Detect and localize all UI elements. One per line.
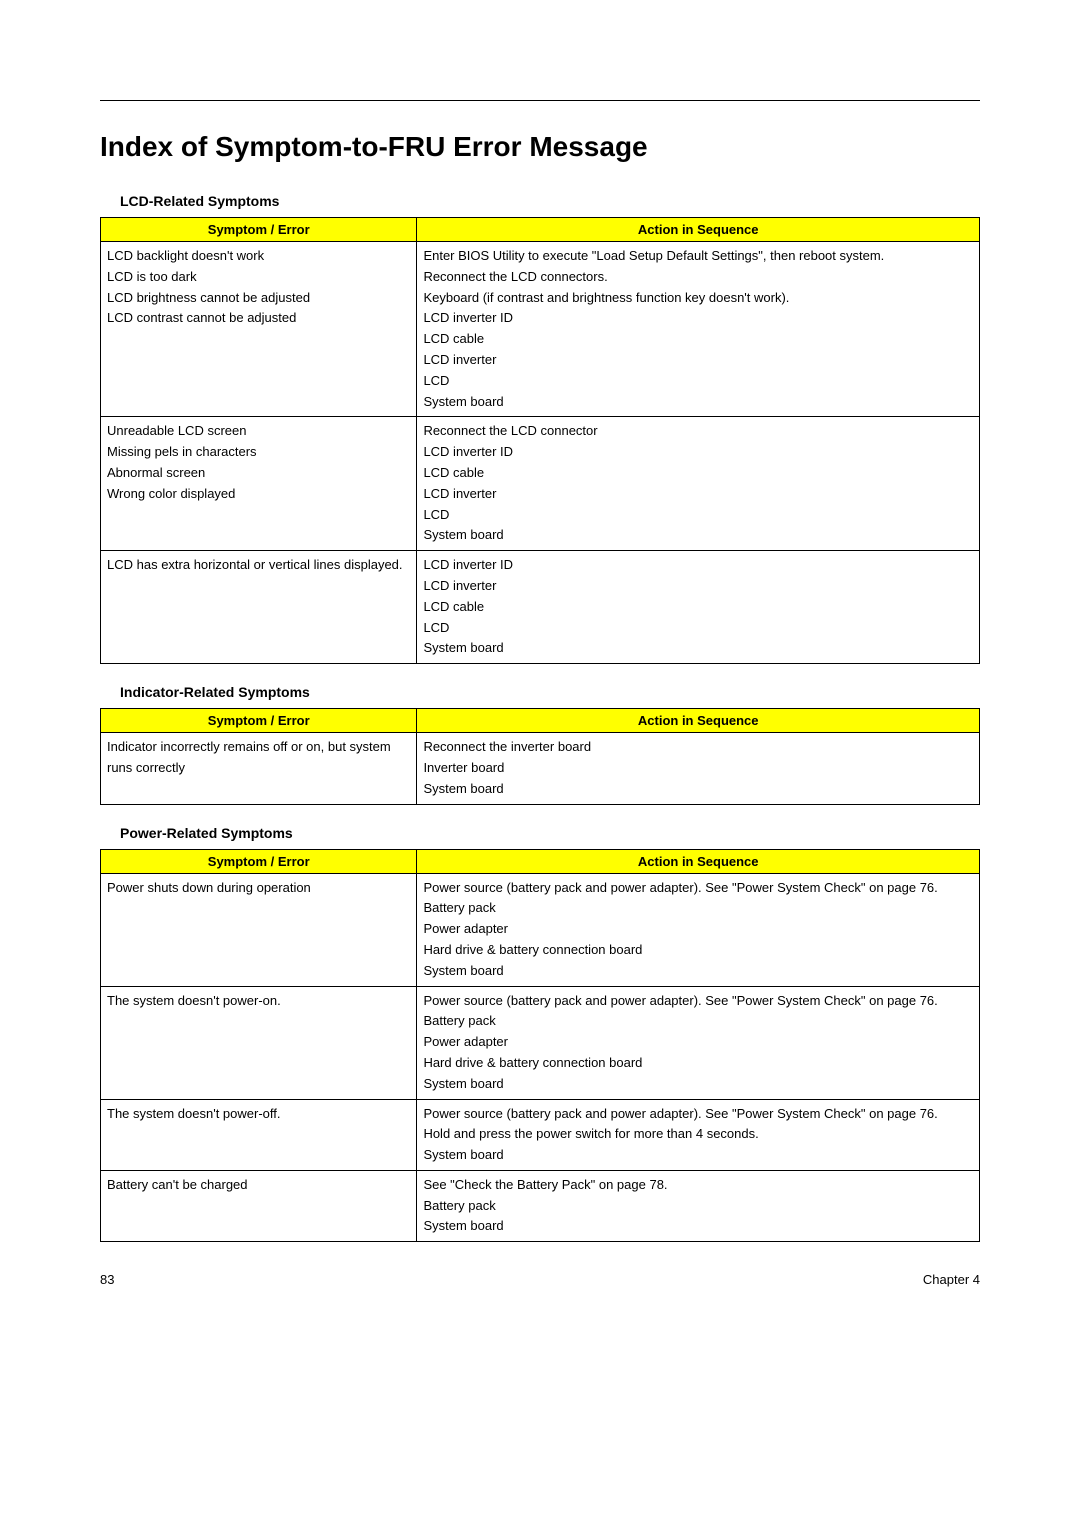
action-text: Hard drive & battery connection board	[423, 1053, 973, 1074]
action-cell: Reconnect the LCD connectorLCD inverter …	[417, 417, 980, 551]
symptom-text: The system doesn't power-on.	[107, 991, 410, 1012]
symptom-text: Indicator incorrectly remains off or on,…	[107, 737, 410, 779]
action-text: See "Check the Battery Pack" on page 78.	[423, 1175, 973, 1196]
action-text: System board	[423, 1216, 973, 1237]
action-text: System board	[423, 779, 973, 800]
column-header-action: Action in Sequence	[417, 218, 980, 242]
symptom-table: Symptom / ErrorAction in SequencePower s…	[100, 849, 980, 1243]
table-row: Power shuts down during operation Power s…	[101, 873, 980, 986]
column-header-action: Action in Sequence	[417, 709, 980, 733]
action-text: Power adapter	[423, 919, 973, 940]
section-title: Power-Related Symptoms	[120, 825, 980, 841]
action-text: LCD	[423, 618, 973, 639]
symptom-text: Missing pels in characters	[107, 442, 410, 463]
table-row: Battery can't be charged See "Check the B…	[101, 1170, 980, 1241]
column-header-symptom: Symptom / Error	[101, 849, 417, 873]
action-text: Power source (battery pack and power ada…	[423, 991, 973, 1012]
table-row: LCD has extra horizontal or vertical lin…	[101, 551, 980, 664]
action-cell: Power source (battery pack and power ada…	[417, 1099, 980, 1170]
action-text: Reconnect the LCD connectors.	[423, 267, 973, 288]
page-footer: 83 Chapter 4	[100, 1272, 980, 1287]
symptom-cell: Battery can't be charged	[101, 1170, 417, 1241]
action-text: LCD inverter ID	[423, 308, 973, 329]
action-text: Battery pack	[423, 898, 973, 919]
symptom-cell: LCD has extra horizontal or vertical lin…	[101, 551, 417, 664]
action-text: Power adapter	[423, 1032, 973, 1053]
action-text: Power source (battery pack and power ada…	[423, 1104, 973, 1125]
footer-page-number: 83	[100, 1272, 114, 1287]
section-title: Indicator-Related Symptoms	[120, 684, 980, 700]
symptom-text: Unreadable LCD screen	[107, 421, 410, 442]
symptom-text: Wrong color displayed	[107, 484, 410, 505]
table-row: The system doesn't power-on. Power source…	[101, 986, 980, 1099]
action-text: Hard drive & battery connection board	[423, 940, 973, 961]
symptom-text: LCD contrast cannot be adjusted	[107, 308, 410, 329]
action-text: LCD inverter ID	[423, 555, 973, 576]
action-text: Power source (battery pack and power ada…	[423, 878, 973, 899]
symptom-text: LCD has extra horizontal or vertical lin…	[107, 555, 410, 576]
symptom-text: The system doesn't power-off.	[107, 1104, 410, 1125]
action-cell: Enter BIOS Utility to execute "Load Setu…	[417, 242, 980, 417]
action-cell: See "Check the Battery Pack" on page 78.…	[417, 1170, 980, 1241]
action-text: Reconnect the LCD connector	[423, 421, 973, 442]
section-title: LCD-Related Symptoms	[120, 193, 980, 209]
column-header-symptom: Symptom / Error	[101, 709, 417, 733]
action-text: LCD cable	[423, 463, 973, 484]
symptom-text: LCD is too dark	[107, 267, 410, 288]
action-text: Battery pack	[423, 1196, 973, 1217]
symptom-text: LCD brightness cannot be adjusted	[107, 288, 410, 309]
action-text: LCD	[423, 505, 973, 526]
symptom-text: LCD backlight doesn't work	[107, 246, 410, 267]
action-text: Battery pack	[423, 1011, 973, 1032]
action-text: LCD cable	[423, 329, 973, 350]
action-text: LCD inverter ID	[423, 442, 973, 463]
symptom-cell: Indicator incorrectly remains off or on,…	[101, 733, 417, 804]
action-text: Hold and press the power switch for more…	[423, 1124, 973, 1145]
symptom-text: Abnormal screen	[107, 463, 410, 484]
action-text: LCD cable	[423, 597, 973, 618]
symptom-cell: The system doesn't power-on.	[101, 986, 417, 1099]
footer-chapter: Chapter 4	[923, 1272, 980, 1287]
action-text: Inverter board	[423, 758, 973, 779]
page-title: Index of Symptom-to-FRU Error Message	[100, 131, 980, 163]
action-text: Reconnect the inverter board	[423, 737, 973, 758]
action-text: System board	[423, 525, 973, 546]
action-text: System board	[423, 961, 973, 982]
action-cell: Reconnect the inverter boardInverter boa…	[417, 733, 980, 804]
symptom-table: Symptom / ErrorAction in SequenceLCD bac…	[100, 217, 980, 664]
symptom-text: Power shuts down during operation	[107, 878, 410, 899]
action-text: System board	[423, 1145, 973, 1166]
action-text: LCD inverter	[423, 484, 973, 505]
symptom-cell: The system doesn't power-off.	[101, 1099, 417, 1170]
table-row: Indicator incorrectly remains off or on,…	[101, 733, 980, 804]
action-text: LCD inverter	[423, 576, 973, 597]
table-row: Unreadable LCD screenMissing pels in cha…	[101, 417, 980, 551]
symptom-cell: LCD backlight doesn't workLCD is too dar…	[101, 242, 417, 417]
action-cell: Power source (battery pack and power ada…	[417, 873, 980, 986]
table-row: The system doesn't power-off. Power sourc…	[101, 1099, 980, 1170]
symptom-cell: Unreadable LCD screenMissing pels in cha…	[101, 417, 417, 551]
symptom-text: Battery can't be charged	[107, 1175, 410, 1196]
symptom-table: Symptom / ErrorAction in Sequence Indicat…	[100, 708, 980, 804]
action-text: LCD inverter	[423, 350, 973, 371]
action-text: System board	[423, 392, 973, 413]
column-header-action: Action in Sequence	[417, 849, 980, 873]
top-rule	[100, 100, 980, 101]
symptom-cell: Power shuts down during operation	[101, 873, 417, 986]
action-text: Keyboard (if contrast and brightness fun…	[423, 288, 973, 309]
action-text: Enter BIOS Utility to execute "Load Setu…	[423, 246, 973, 267]
action-cell: LCD inverter IDLCD inverterLCD cableLCDS…	[417, 551, 980, 664]
column-header-symptom: Symptom / Error	[101, 218, 417, 242]
table-row: LCD backlight doesn't workLCD is too dar…	[101, 242, 980, 417]
action-cell: Power source (battery pack and power ada…	[417, 986, 980, 1099]
action-text: LCD	[423, 371, 973, 392]
action-text: System board	[423, 1074, 973, 1095]
action-text: System board	[423, 638, 973, 659]
